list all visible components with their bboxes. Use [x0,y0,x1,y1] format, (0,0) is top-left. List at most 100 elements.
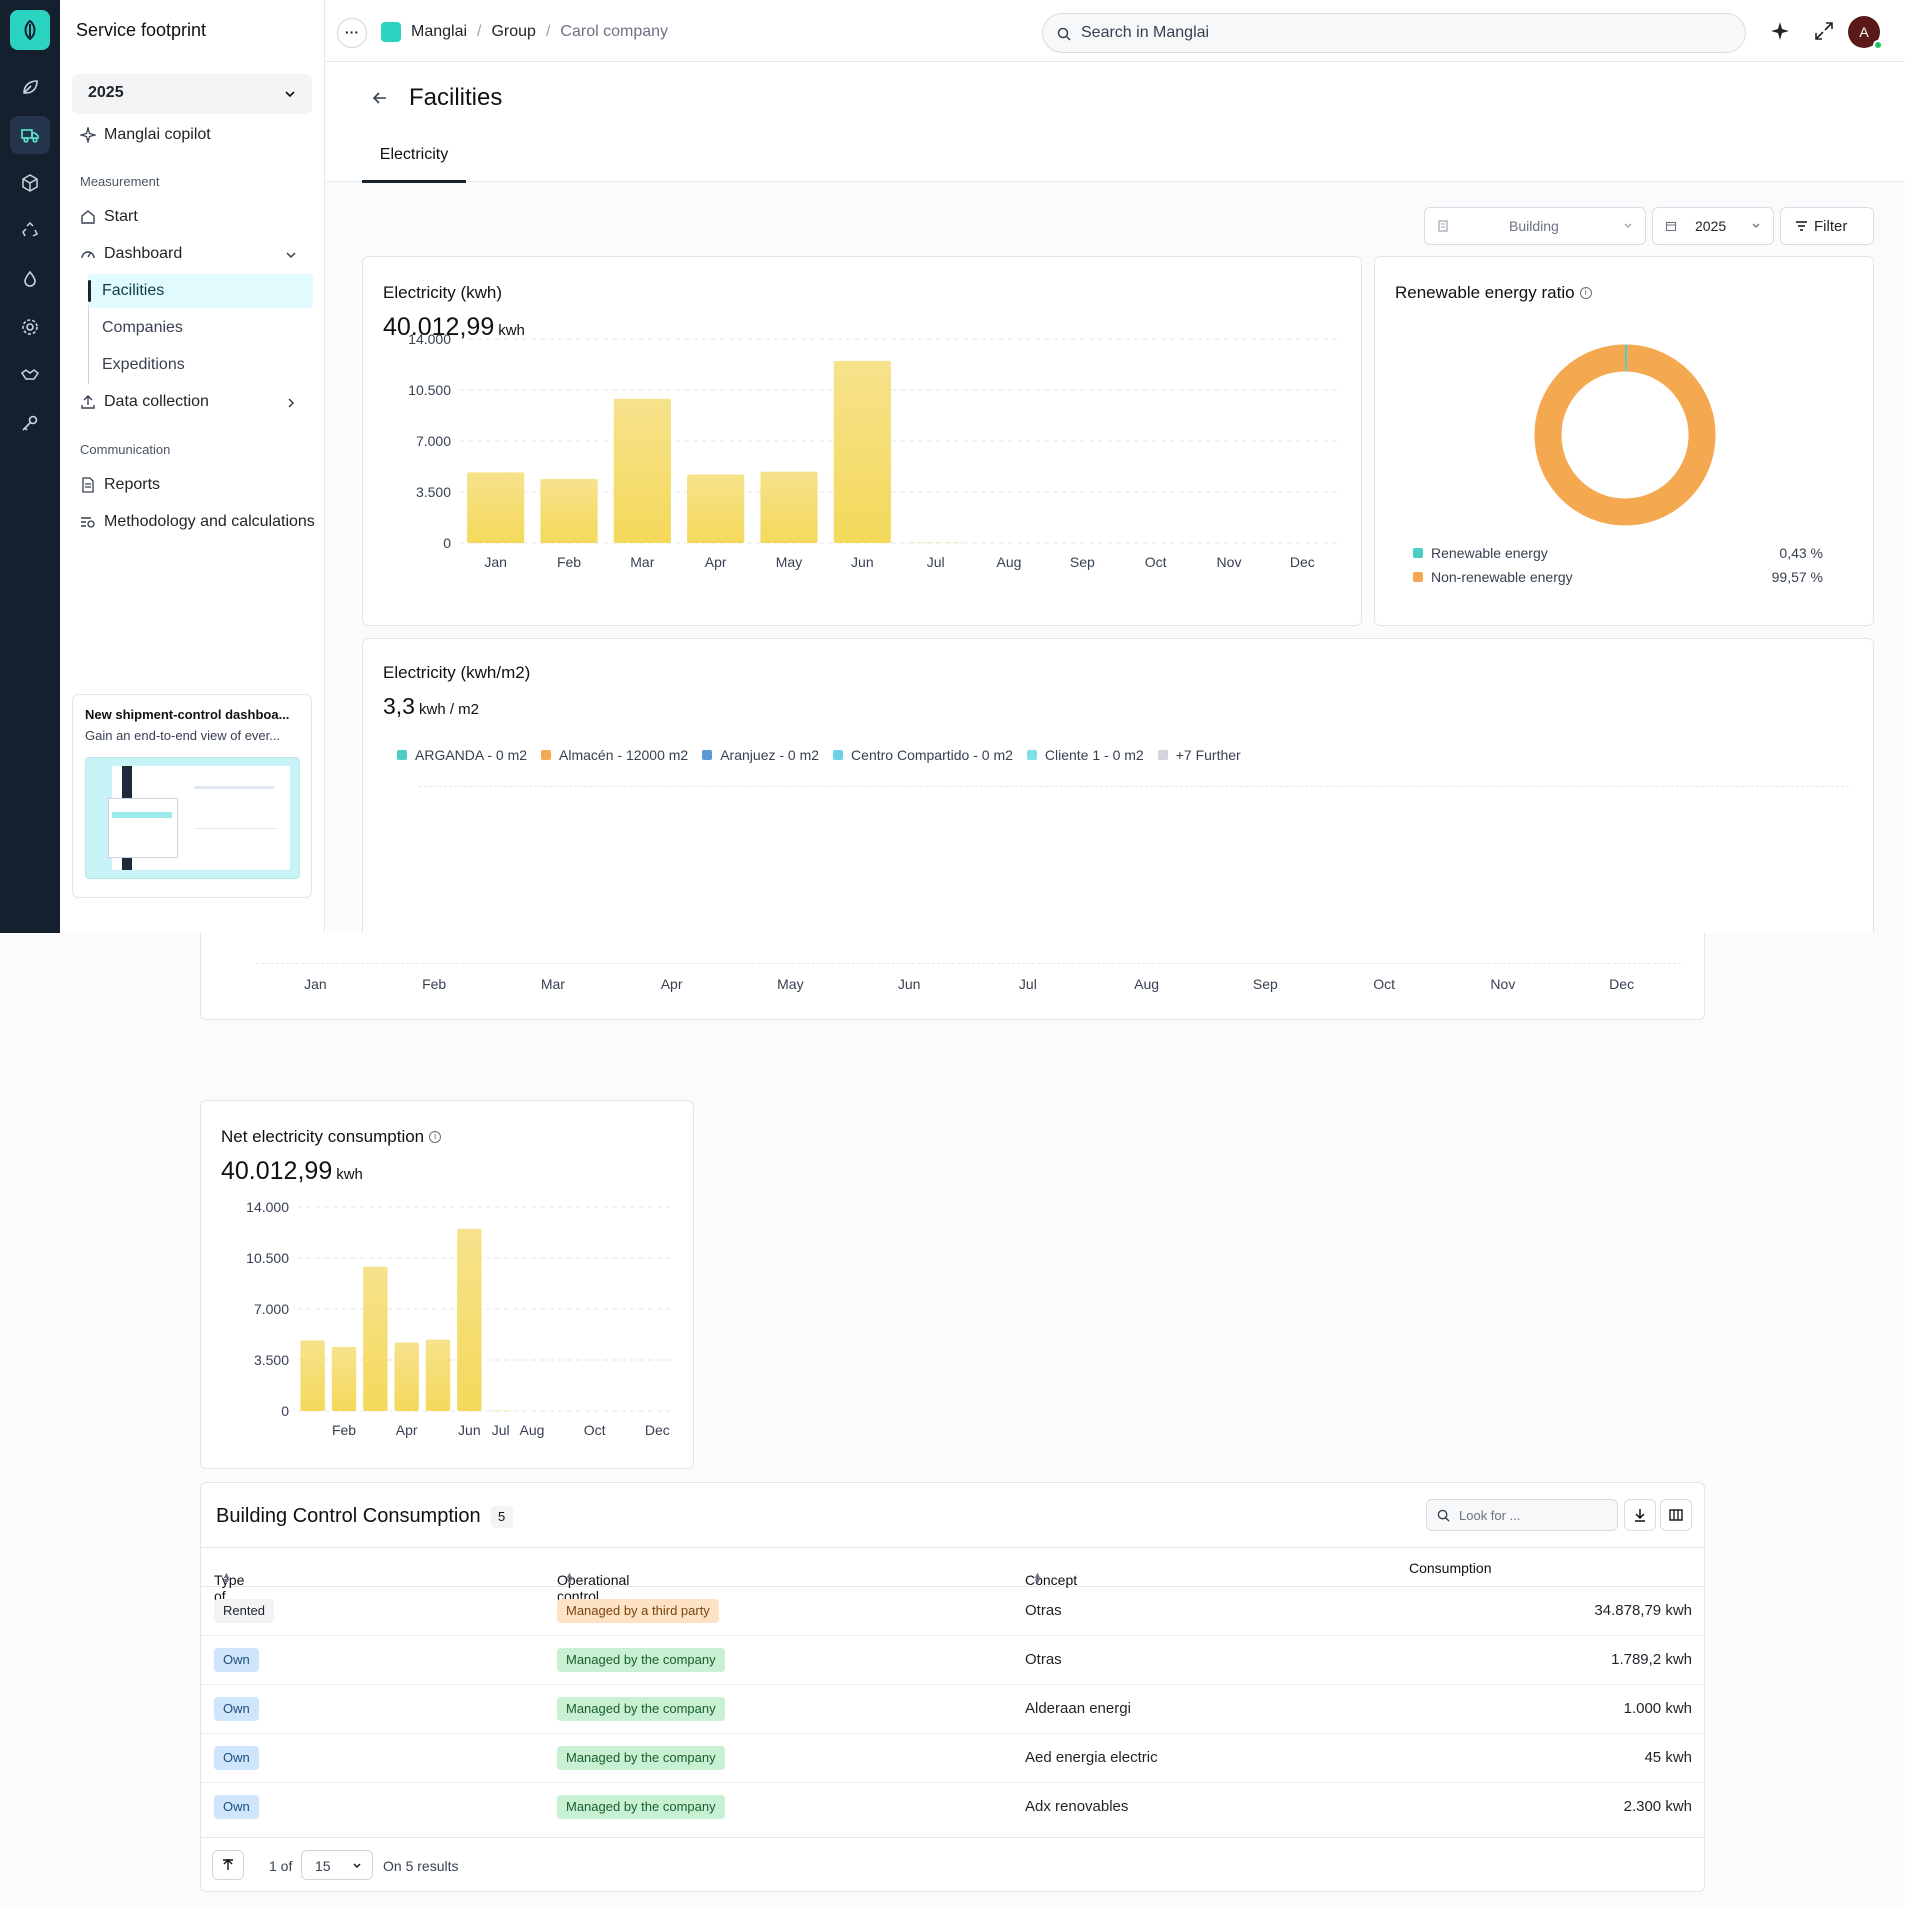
bar-jun [833,360,891,543]
more-options-button[interactable]: ··· [337,18,367,48]
concept-cell: Adx renovables [1025,1798,1129,1815]
total-number: 3,3 [383,693,415,719]
manglai-logo[interactable] [10,10,50,50]
bar-jun [457,1228,482,1411]
table-count-badge: 5 [490,1505,513,1528]
gear-icon[interactable] [10,308,50,346]
truck-icon[interactable] [10,116,50,154]
y-tick-label: 14.000 [408,331,451,347]
info-icon[interactable]: i [1579,287,1592,299]
x-tick-label: Sep [1253,976,1278,992]
legend-value: 99,57 % [1771,569,1823,585]
global-search-input[interactable]: Search in Manglai [1042,13,1746,53]
scroll-top-button[interactable] [212,1850,244,1880]
table-title: Building Control Consumption 5 [216,1505,513,1528]
sidebar-item-companies[interactable]: Companies [102,319,183,336]
list-search-icon [81,517,95,528]
legend-item[interactable]: Centro Compartido - 0 m2 [833,747,1013,763]
legend-item[interactable]: +7 Further [1157,747,1241,763]
card-title: Electricity (kwh) [383,283,503,302]
sidebar-item-dashboard[interactable]: Dashboard [80,239,305,269]
chevron-down-icon [286,252,296,259]
year-filter-select[interactable]: 2025 [1652,207,1774,245]
facility-legend: ARGANDA - 0 m2 Almacén - 12000 m2 Aranju… [397,747,1241,763]
key-icon[interactable] [10,404,50,442]
download-button[interactable] [1624,1499,1656,1531]
building-filter-select[interactable]: Building [1424,207,1646,245]
page-size-value: 15 [315,1858,331,1874]
sidebar-item-reports[interactable]: Reports [80,470,160,500]
x-tick-label: Jan [304,976,327,992]
breadcrumb-item[interactable]: Group [491,23,536,40]
card-total-value: 40.012,99 kwh [383,313,525,342]
back-arrow-icon[interactable] [372,90,388,111]
concept-cell: Alderaan energi [1025,1700,1131,1717]
chevron-right-icon [288,398,295,408]
search-placeholder: Search in Manglai [1081,24,1210,41]
sidebar-item-facilities[interactable]: Facilities [88,274,313,308]
year-select[interactable]: 2025 [72,74,312,114]
gridline [419,786,1849,787]
handshake-icon[interactable] [10,356,50,394]
x-tick-label: Jul [1019,976,1037,992]
filter-button[interactable]: Filter [1780,207,1874,245]
renewable-donut-chart [1534,344,1716,526]
x-tick-label: Jul [492,1422,510,1438]
legend-item[interactable]: Cliente 1 - 0 m2 [1026,747,1144,763]
total-unit: kwh [498,322,525,339]
legend-item[interactable]: Almacén - 12000 m2 [541,747,688,763]
sidebar-item-data-collection[interactable]: Data collection [80,387,305,417]
x-tick-label: Feb [332,1422,356,1438]
x-tick-label: Mar [541,976,565,992]
card-total-value: 3,3 kwh / m2 [383,693,479,720]
legend-label: Renewable energy [1431,545,1548,561]
sidebar-item-start[interactable]: Start [80,202,138,232]
table-row[interactable]: Own Managed by the company Adx renovable… [201,1783,1704,1832]
tab-electricity[interactable]: Electricity [362,146,466,183]
home-icon [81,210,95,224]
sidebar-item-label: Start [104,208,138,225]
bar-may [760,471,818,543]
renewable-ratio-card: Renewable energy ratio i Renewable energy… [1374,256,1874,626]
cube-icon[interactable] [10,164,50,202]
promo-card[interactable]: New shipment-control dashboa... Gain an … [72,694,312,898]
table-row[interactable]: Own Managed by the company Aed energia e… [201,1734,1704,1783]
scrolled-content: Jan Feb Mar Apr May Jun Jul Aug Sep Oct Nov Dec Net… [0,933,1905,1907]
table-header: Type of control▲▼ Operational control▲▼ … [201,1547,1704,1620]
ai-sparkle-icon[interactable] [1769,20,1791,42]
table-row[interactable]: Rented Managed by a third party Otras 34… [201,1587,1704,1636]
recycle-icon[interactable] [10,212,50,250]
type-badge: Rented [214,1599,274,1623]
x-tick-label: Mar [630,554,654,570]
legend-swatch [1413,572,1423,582]
page-size-select[interactable]: 15 [301,1850,373,1880]
table-search-input[interactable]: Look for ... [1426,1499,1618,1531]
table-row[interactable]: Own Managed by the company Alderaan ener… [201,1685,1704,1734]
card-title: Net electricity consumption i [221,1127,442,1147]
breadcrumb: Manglai / Group / Carol company [381,22,668,42]
bar-feb [331,1346,357,1411]
legend-item[interactable]: ARGANDA - 0 m2 [397,747,527,763]
info-icon[interactable]: i [429,1131,442,1143]
sidebar-item-methodology[interactable]: Methodology and calculations [80,507,315,537]
y-tick-label: 10.500 [246,1250,289,1266]
consumption-cell: 45 kwh [1644,1749,1692,1766]
x-tick-label: Feb [557,554,581,570]
drop-icon[interactable] [10,260,50,298]
bar-apr [687,474,745,543]
breadcrumb-item[interactable]: Manglai [411,23,468,40]
top-bar: ··· Manglai / Group / Carol company Sear… [325,0,1905,62]
breadcrumb-item-current: Carol company [560,23,669,40]
card-title-text: Net electricity consumption [221,1127,425,1146]
y-tick-label: 10.500 [408,382,451,398]
columns-button[interactable] [1660,1499,1692,1531]
legend-item[interactable]: Aranjuez - 0 m2 [702,747,819,763]
column-header-consumption[interactable]: Consumption [1409,1560,1492,1576]
table-row[interactable]: Own Managed by the company Otras 1.789,2… [201,1636,1704,1685]
leaf-icon[interactable] [10,68,50,106]
sidebar-item-copilot[interactable]: Manglai copilot [80,120,211,150]
sidebar-item-expeditions[interactable]: Expeditions [102,356,185,373]
gauge-icon [81,251,95,259]
main-content: Facilities Electricity Building 2025 Fil… [326,62,1905,933]
expand-icon[interactable] [1813,20,1835,42]
